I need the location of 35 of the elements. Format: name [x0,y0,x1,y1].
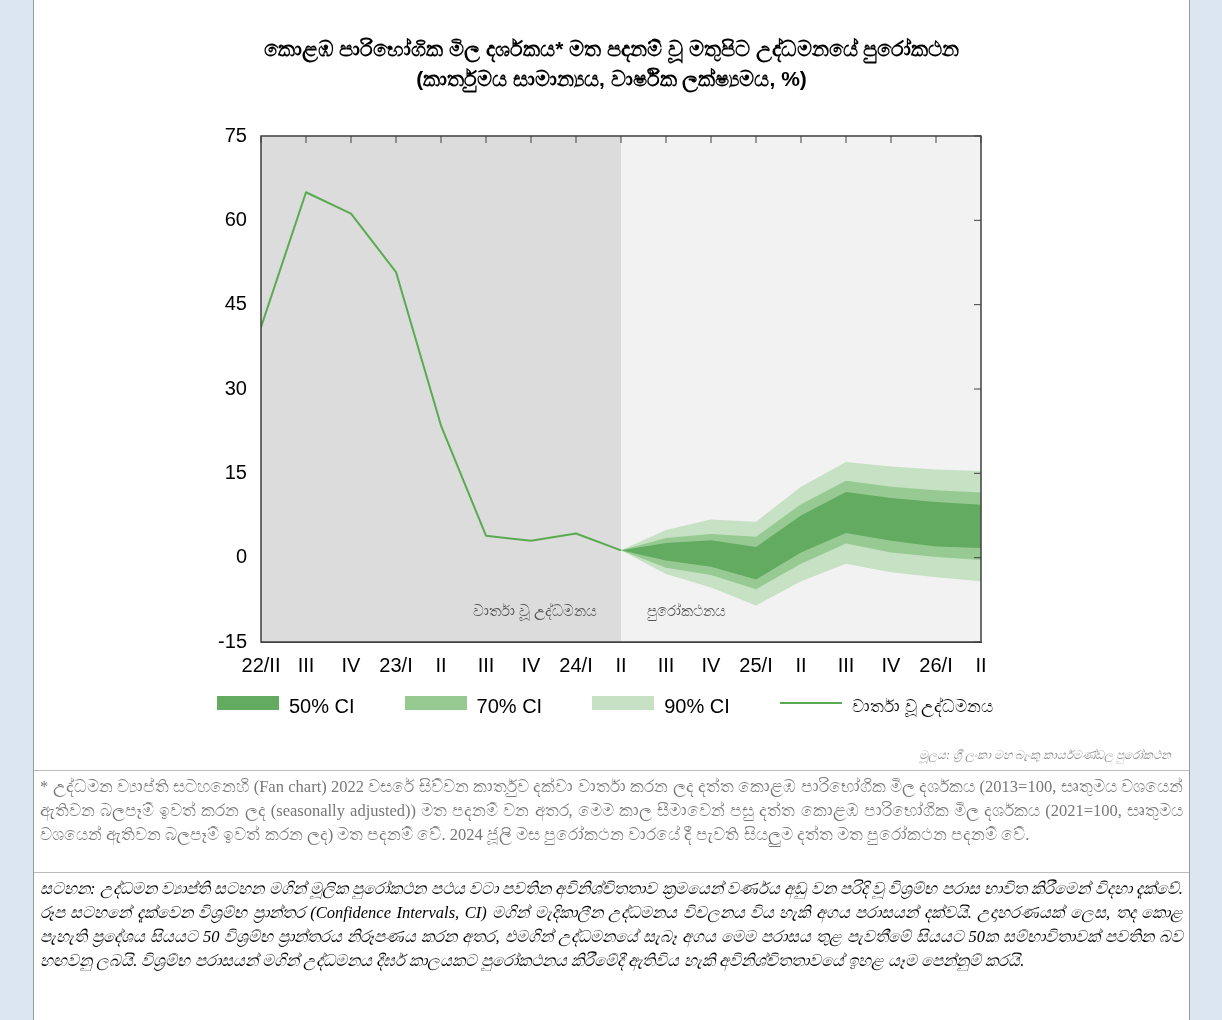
text: සටහන: උද්ධමන ව්‍යාප්ති සටහන මගින් මූලික පුරෝකථන පථය වටා පවතින අවිනිශ්චිතතාව ක්‍රමයෙන් වර්ණය අඩු වන පරිදි වූ විශ්‍රම්භ පරාස භාවිත කිරීමෙන් විදහා දැක්වේ. රූප සටහනේ දැක්වෙන විශ්‍රම්භ ප්‍රාන්තර (Confidence Intervals, CI) මගින් මැදිකාලීන උද්ධමනය විචලනය විය හැකි අගය පරාසයන් දක්වයි. උදාහරණයක් ලෙස, තද කොළ පැහැති ප්‍රදේශය සියයට 50 විශ්‍රම්භ ප්‍රාන්තරය නිරූපණය කරන අතර, එමගින් උද්ධමනයේ සැබෑ අගය මෙම පරාසය තුළ පැවතීමේ සියයට 50ක සම්භාවිතාවක් පවතින බව හඟවනු ලබයි. විශ්‍රම්භ පරාසයන් මගින් උද්ධමනය දීර්ඝ කාලයකට පුරෝකථනය කිරීමේදී ඇතිවිය හැකි අවිනිශ්චිතතාවයේ ඉහළ යෑම පෙන්නුම් කරයි. [34,872,1189,977]
band-label: පුරෝකථනය [647,602,726,622]
y-tick-label: 15 [224,460,247,483]
x-tick-label: II [615,653,627,676]
x-tick-label: IV [341,653,362,676]
x-tick-label: 25/I [739,653,773,676]
y-tick-label: -15 [218,629,247,652]
text: මූලය: ශ්‍රී ලංකා මහ බැංකු කාර්යමණ්ඩල පුරෝකථන [919,748,1171,763]
x-tick-label: III [837,653,855,676]
x-tick-label: II [975,653,987,676]
x-tick-label: IV [521,653,542,676]
x-tick-label: II [795,653,807,676]
legend-label: 90% CI [664,695,730,718]
y-tick-label: 45 [224,292,247,315]
band-label: වාර්තා වූ උද්ධමනය [472,602,597,622]
chart-subtitle: (කාර්තුමය සාමාන්‍යය, වාර්ෂික ලක්ෂ්‍යමය, %) [415,66,808,94]
y-tick-label: 0 [235,545,247,568]
legend-label: වාර්තා වූ උද්ධමනය [851,696,994,717]
x-tick-label: 22/II [241,653,281,676]
y-tick-label: 30 [224,376,247,399]
y-tick-label: 60 [224,207,247,230]
chart-title: කොළඹ පාරිභෝගික මිල දර්ශකය* මත පදනම් වූ මතුපිට උද්ධමනයේ පුරෝකථන [262,36,961,64]
x-tick-label: 26/I [919,653,953,676]
x-tick-label: IV [881,653,902,676]
y-tick-label: 75 [224,123,247,146]
text: * උද්ධමන ව්‍යාප්ති සටහනෙහි (Fan chart) 2022 වසරේ සිව්වන කාර්තුව දක්වා වාර්තා කරන ලද දත්ත කොළඹ පාරිභෝගික මිල දර්ශකය (2013=100, සෘතුමය වශයෙන් ඇතිවන බලපෑම් ඉවත් කරන ලද (seasonally adjusted)) මත පදනම් වන අතර, මෙම කාල සීමාවෙන් පසු දත්ත කොළඹ පාරිභෝගික මිල දර්ශකය (2021=100, සෘතුමය වශයෙන් ඇතිවන බලපෑම් ඉවත් කරන ලද) මත පදනම් වේ. 2024 ජූලි මස පුරෝකථන වාරයේ දී පැවති සියලුම දත්ත මත පුරෝකථන පදනම් වේ. [34,770,1189,851]
x-tick-label: III [477,653,495,676]
legend-label: 70% CI [476,695,543,718]
x-tick-label: 23/I [379,653,413,676]
x-tick-label: 24/I [559,653,593,676]
x-tick-label: IV [701,653,722,676]
x-tick-label: III [297,653,315,676]
x-tick-label: II [435,653,447,676]
x-tick-label: III [657,653,675,676]
legend-label: 50% CI [289,695,355,718]
